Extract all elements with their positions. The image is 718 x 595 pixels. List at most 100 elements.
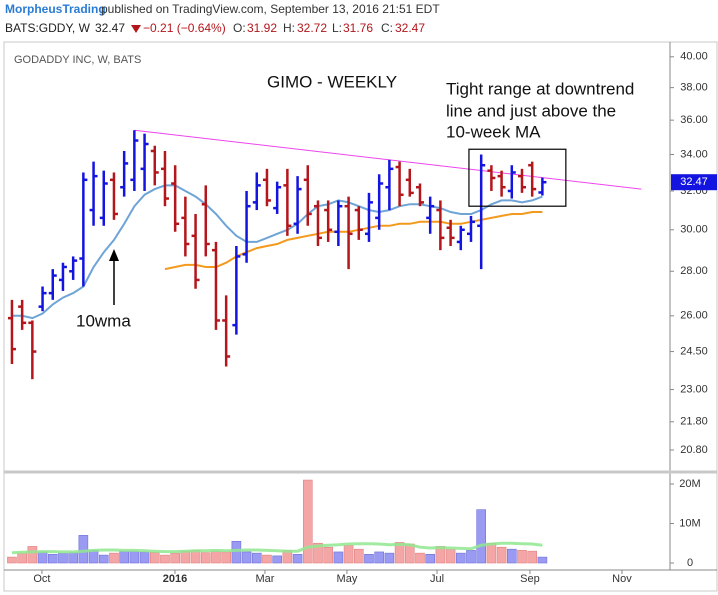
annotation-note: 10-week MA bbox=[446, 122, 541, 141]
down-arrow bbox=[131, 25, 141, 33]
price-label-box bbox=[671, 174, 717, 191]
l-label: L: bbox=[332, 21, 342, 35]
volume-bar bbox=[47, 554, 58, 564]
volume-bar bbox=[139, 551, 150, 564]
volume-bar bbox=[17, 552, 27, 564]
volume-bar bbox=[537, 556, 548, 564]
l-value: 31.76 bbox=[343, 21, 373, 35]
y-tick-label: 38.00 bbox=[680, 82, 708, 94]
volume-bar bbox=[466, 550, 476, 564]
volume-bar bbox=[160, 554, 170, 564]
volume-bar bbox=[476, 509, 486, 564]
pane-title: GODADDY INC, W, BATS bbox=[14, 54, 141, 66]
y-tick-label: 20.80 bbox=[680, 444, 708, 456]
volume-bar bbox=[415, 552, 425, 564]
volume-tick-label: 20M bbox=[679, 478, 700, 490]
volume-bar bbox=[68, 552, 78, 564]
y-tick-label: 26.00 bbox=[680, 310, 708, 322]
volume-bar bbox=[7, 556, 17, 564]
volume-bar bbox=[231, 540, 242, 564]
volume-bar bbox=[180, 550, 191, 564]
volume-bar bbox=[119, 550, 129, 564]
volume-bar bbox=[445, 548, 456, 564]
o-value: 31.92 bbox=[247, 21, 277, 35]
y-tick-label: 36.00 bbox=[680, 114, 708, 126]
author[interactable]: MorpheusTrading bbox=[5, 2, 106, 16]
c-label: C: bbox=[381, 21, 393, 35]
volume-tick-label: 10M bbox=[679, 517, 700, 529]
annotation-title: GIMO - WEEKLY bbox=[267, 72, 397, 91]
trendline bbox=[134, 129, 642, 190]
volume-bar bbox=[241, 551, 252, 564]
y-tick-label: 24.50 bbox=[680, 345, 708, 357]
volume-bar bbox=[374, 551, 384, 564]
symbol: BATS:GDDY, W bbox=[5, 21, 91, 35]
x-tick-label: 2016 bbox=[163, 573, 187, 585]
annotation-box bbox=[468, 148, 567, 207]
volume-bar bbox=[527, 550, 537, 564]
change: −0.21 (−0.64%) bbox=[143, 21, 226, 35]
volume-bar bbox=[313, 542, 323, 564]
y-tick-label: 40.00 bbox=[680, 51, 708, 63]
x-tick-label: Oct bbox=[33, 573, 50, 585]
volume-bar bbox=[323, 546, 333, 564]
volume-bar bbox=[394, 542, 405, 564]
volume-bar bbox=[364, 554, 374, 564]
volume-bar bbox=[496, 546, 507, 564]
y-tick-label: 21.80 bbox=[680, 416, 708, 428]
volume-bar bbox=[455, 552, 466, 564]
moving-average bbox=[164, 211, 543, 271]
volume-bar bbox=[98, 554, 109, 564]
x-tick-label: Sep bbox=[520, 573, 540, 585]
volume-bar bbox=[58, 552, 68, 564]
volume-bar bbox=[27, 546, 38, 564]
price-pane bbox=[7, 129, 642, 380]
o-label: O: bbox=[233, 21, 246, 35]
x-tick-label: May bbox=[337, 573, 358, 585]
h-label: H: bbox=[283, 21, 295, 35]
volume-bar bbox=[211, 550, 221, 564]
y-tick-label: 23.00 bbox=[680, 383, 708, 395]
volume-tick-label: 0 bbox=[687, 557, 693, 569]
y-tick-label: 34.00 bbox=[680, 148, 708, 160]
volume-bar bbox=[302, 479, 313, 564]
volume-bar bbox=[506, 548, 517, 564]
volume-bar bbox=[170, 552, 180, 564]
volume-ma bbox=[11, 541, 543, 555]
last-price: 32.47 bbox=[95, 21, 125, 35]
volume-bar bbox=[129, 550, 140, 564]
volume-bar bbox=[200, 552, 211, 564]
price-label: 32.47 bbox=[680, 176, 708, 188]
volume-bar bbox=[88, 550, 99, 564]
x-tick-label: Mar bbox=[255, 573, 274, 585]
volume-bar bbox=[333, 551, 344, 564]
chart-frame bbox=[3, 41, 718, 592]
y-tick-label: 30.00 bbox=[680, 224, 708, 236]
c-value: 32.47 bbox=[395, 21, 425, 35]
annotation-note: Tight range at downtrend bbox=[446, 79, 634, 98]
volume-bar bbox=[109, 552, 119, 564]
volume-bar bbox=[353, 548, 364, 564]
volume-bar bbox=[425, 554, 435, 564]
moving-average bbox=[12, 184, 543, 320]
y-tick-label: 28.00 bbox=[680, 265, 708, 277]
volume-bar bbox=[486, 542, 497, 564]
volume-bar bbox=[517, 550, 527, 564]
volume-bar bbox=[251, 552, 262, 564]
volume-bar bbox=[384, 552, 395, 564]
volume-bar bbox=[37, 551, 48, 564]
volume-bar bbox=[221, 551, 231, 564]
h-value: 32.72 bbox=[297, 21, 327, 35]
annotation-note: line and just above the bbox=[446, 101, 616, 120]
annotation-ma-label: 10wma bbox=[76, 311, 131, 330]
volume-bar bbox=[343, 544, 354, 564]
volume-bar bbox=[149, 552, 160, 564]
volume-bar bbox=[78, 535, 89, 564]
volume-bar bbox=[262, 554, 272, 564]
x-tick-label: Nov bbox=[612, 573, 632, 585]
x-tick-label: Jul bbox=[430, 573, 444, 585]
volume-bar bbox=[272, 555, 282, 564]
volume-bar bbox=[292, 554, 303, 564]
